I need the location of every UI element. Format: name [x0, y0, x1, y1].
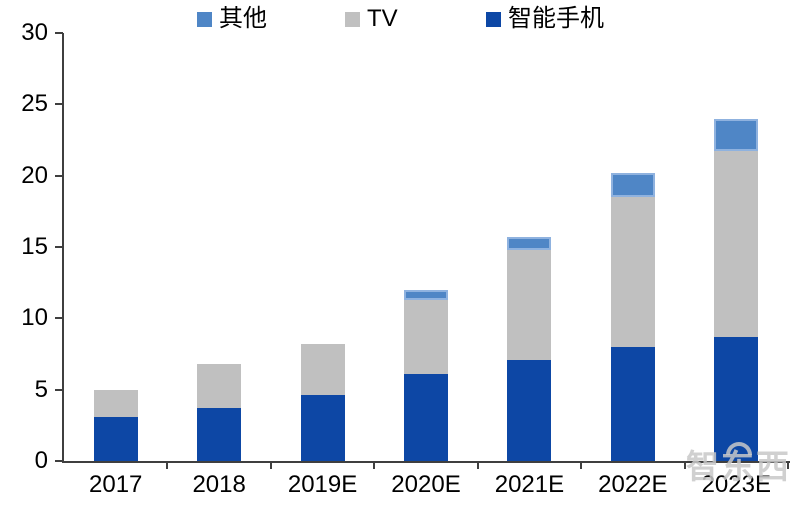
- legend-label-tv: TV: [367, 5, 398, 32]
- y-tick-label: 30: [21, 19, 48, 46]
- legend-label-other: 其他: [219, 5, 267, 32]
- x-tick-mark: [580, 461, 583, 469]
- x-axis-line: [62, 461, 790, 463]
- x-tick-mark: [787, 461, 789, 469]
- bar-segment-tv-2018: [197, 363, 242, 409]
- y-tick-mark: [55, 388, 63, 391]
- x-tick-label: 2019E: [287, 471, 358, 498]
- y-tick-mark: [55, 103, 63, 106]
- bar-segment-tv-2020E: [404, 299, 448, 374]
- x-tick-mark: [476, 461, 479, 469]
- bar-segment-other-2023E: [714, 118, 759, 152]
- y-tick-mark: [55, 246, 63, 248]
- y-tick-label: 10: [21, 304, 48, 332]
- legend-swatch-tv: [345, 11, 360, 27]
- bar-segment-other-2020E: [404, 289, 448, 300]
- x-tick-label: 2018: [192, 471, 246, 498]
- legend-item-other: 其他: [197, 6, 267, 32]
- x-tick-label: 2020E: [391, 471, 461, 498]
- bar-segment-tv-2023E: [714, 151, 759, 337]
- bar-segment-tv-2021E: [507, 249, 552, 360]
- y-tick-label: 5: [34, 375, 48, 403]
- y-tick-mark: [55, 174, 63, 177]
- y-tick-mark: [55, 460, 63, 462]
- legend-item-tv: TV: [345, 6, 398, 32]
- y-tick-label: 0: [34, 447, 48, 474]
- y-tick-mark: [55, 317, 63, 320]
- legend-swatch-smartphone: [486, 11, 501, 27]
- bar-segment-smartphone-2019E: [300, 395, 345, 461]
- y-tick-label: 20: [21, 161, 48, 189]
- bar-segment-other-2022E: [610, 172, 655, 198]
- y-tick-mark: [55, 32, 63, 34]
- x-tick-label: 2022E: [598, 471, 668, 498]
- bar-segment-smartphone-2022E: [610, 346, 655, 461]
- x-tick-mark: [166, 461, 169, 469]
- x-tick-label: 2023E: [701, 471, 771, 498]
- bar-segment-smartphone-2018: [197, 408, 242, 461]
- bar-segment-other-2021E: [507, 237, 552, 250]
- bar-segment-smartphone-2023E: [714, 336, 759, 461]
- y-axis-line: [62, 33, 64, 463]
- x-tick-mark: [683, 461, 686, 469]
- x-tick-mark: [373, 461, 376, 469]
- legend-item-smartphone: 智能手机: [486, 6, 604, 32]
- x-tick-mark: [269, 461, 272, 469]
- y-tick-label: 25: [21, 90, 48, 118]
- bar-segment-tv-2022E: [610, 197, 655, 347]
- x-tick-label: 2021E: [494, 471, 565, 498]
- x-tick-label: 2017: [89, 471, 143, 498]
- bar-segment-smartphone-2021E: [507, 359, 552, 461]
- legend-swatch-other: [197, 11, 212, 27]
- bar-segment-tv-2019E: [300, 344, 345, 396]
- y-tick-label: 15: [21, 233, 48, 260]
- bar-segment-smartphone-2017: [93, 416, 138, 461]
- bar-segment-tv-2017: [93, 389, 138, 417]
- legend-label-smartphone: 智能手机: [508, 5, 604, 32]
- bar-segment-smartphone-2020E: [404, 373, 448, 461]
